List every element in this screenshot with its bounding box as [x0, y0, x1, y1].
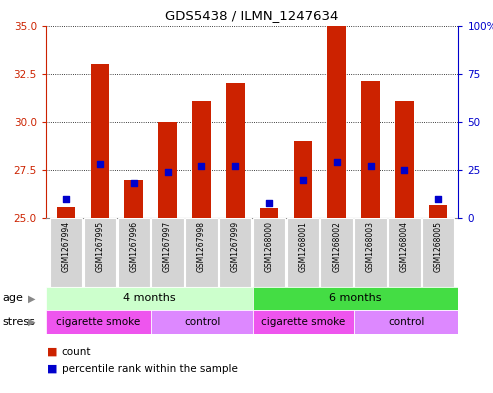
Text: cigarette smoke: cigarette smoke — [261, 317, 346, 327]
Text: GSM1267997: GSM1267997 — [163, 221, 172, 272]
Bar — [46, 310, 151, 334]
Point — [299, 176, 307, 183]
Text: GSM1268005: GSM1268005 — [434, 221, 443, 272]
Point — [164, 169, 172, 175]
Point — [198, 163, 206, 169]
Text: GSM1267998: GSM1267998 — [197, 221, 206, 272]
Text: ▶: ▶ — [28, 293, 35, 303]
Bar — [361, 81, 380, 218]
Text: ▶: ▶ — [28, 317, 35, 327]
Point — [130, 180, 138, 187]
Point — [62, 196, 70, 202]
Text: GSM1268000: GSM1268000 — [265, 221, 274, 272]
Bar — [354, 310, 458, 334]
Text: ■: ■ — [47, 347, 57, 357]
Point — [367, 163, 375, 169]
Bar — [354, 218, 387, 287]
Bar — [260, 208, 279, 218]
Bar — [151, 218, 184, 287]
Point — [333, 159, 341, 165]
Text: GSM1267996: GSM1267996 — [129, 221, 139, 272]
Bar — [91, 64, 109, 218]
Bar — [395, 101, 414, 218]
Text: control: control — [184, 317, 220, 327]
Bar — [117, 218, 150, 287]
Bar — [158, 122, 177, 218]
Text: count: count — [62, 347, 91, 357]
Bar — [84, 218, 116, 287]
Title: GDS5438 / ILMN_1247634: GDS5438 / ILMN_1247634 — [166, 9, 339, 22]
Point — [400, 167, 408, 173]
Point — [434, 196, 442, 202]
Bar — [253, 310, 354, 334]
Text: 4 months: 4 months — [123, 293, 176, 303]
Bar — [327, 26, 346, 218]
Text: stress: stress — [2, 317, 35, 327]
Bar — [185, 218, 218, 287]
Text: 6 months: 6 months — [329, 293, 382, 303]
Bar — [253, 287, 458, 310]
Text: GSM1268001: GSM1268001 — [298, 221, 308, 272]
Bar — [226, 83, 245, 218]
Point — [265, 200, 273, 206]
Text: GSM1268003: GSM1268003 — [366, 221, 375, 272]
Text: cigarette smoke: cigarette smoke — [57, 317, 141, 327]
Bar — [50, 218, 82, 287]
Text: percentile rank within the sample: percentile rank within the sample — [62, 364, 238, 374]
Text: GSM1267995: GSM1267995 — [96, 221, 105, 272]
Bar — [422, 218, 455, 287]
Bar — [192, 101, 211, 218]
Text: control: control — [388, 317, 424, 327]
Bar — [253, 218, 285, 287]
Bar — [294, 141, 312, 218]
Bar — [320, 218, 353, 287]
Bar — [429, 205, 448, 218]
Bar — [57, 207, 75, 218]
Bar — [219, 218, 251, 287]
Text: GSM1268004: GSM1268004 — [400, 221, 409, 272]
Bar — [286, 218, 319, 287]
Text: GSM1267999: GSM1267999 — [231, 221, 240, 272]
Point — [96, 161, 104, 167]
Text: ■: ■ — [47, 364, 57, 374]
Text: age: age — [2, 293, 23, 303]
Text: GSM1267994: GSM1267994 — [62, 221, 70, 272]
Bar — [125, 180, 143, 218]
Bar — [151, 310, 253, 334]
Text: GSM1268002: GSM1268002 — [332, 221, 341, 272]
Point — [231, 163, 239, 169]
Bar — [46, 287, 253, 310]
Bar — [388, 218, 421, 287]
